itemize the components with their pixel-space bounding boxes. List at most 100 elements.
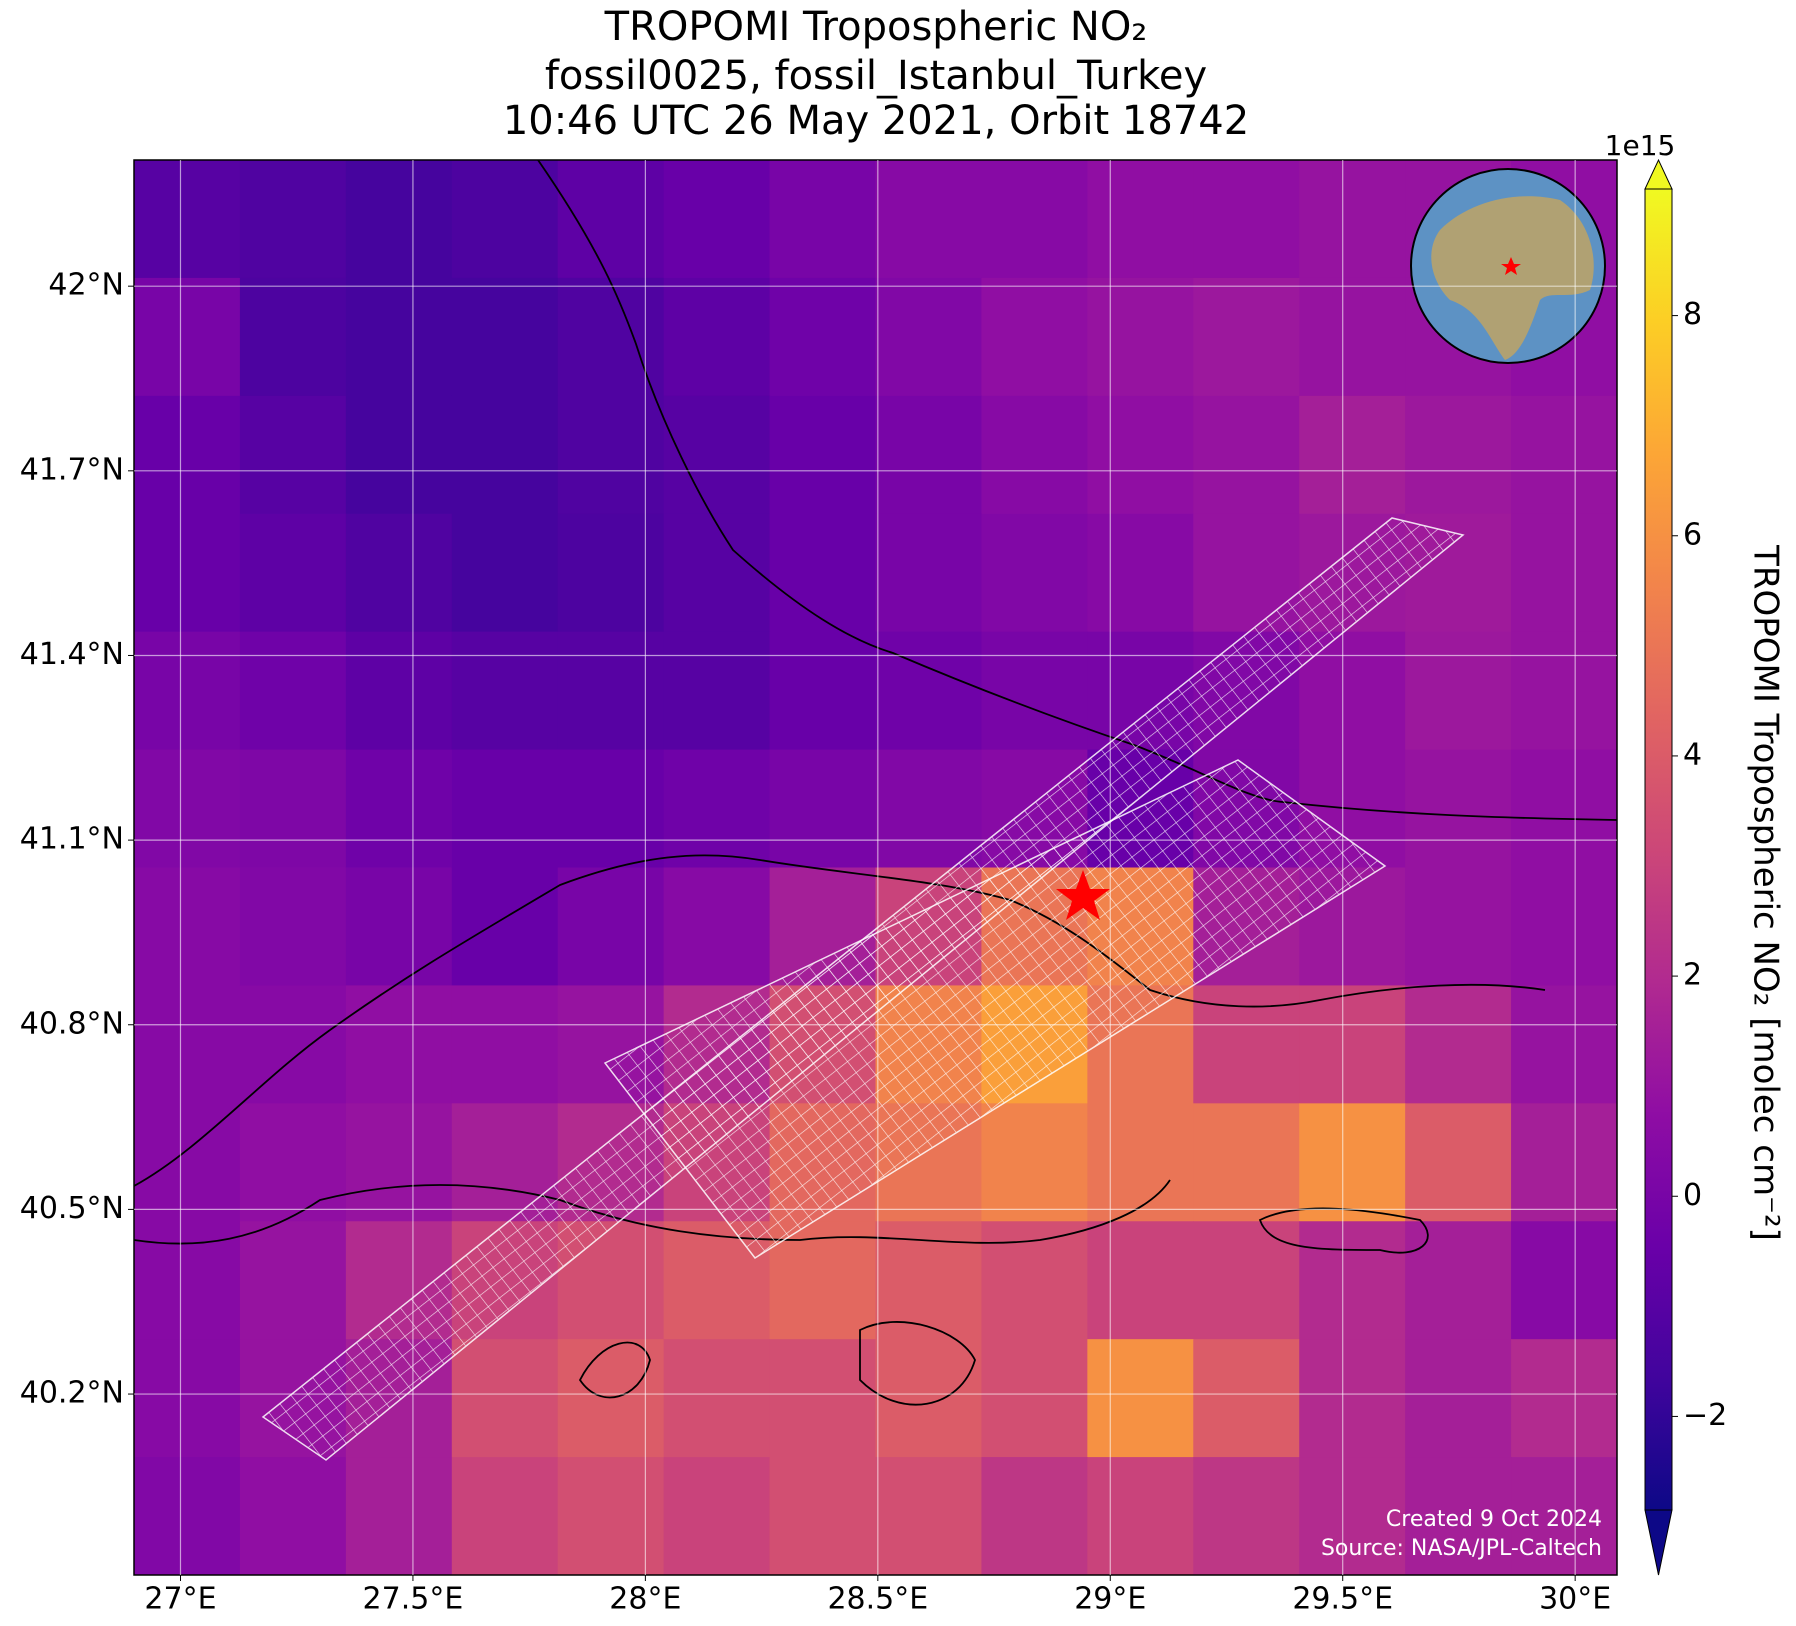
y-tick-label: 41.7°N xyxy=(20,452,124,487)
cell xyxy=(557,749,665,868)
star xyxy=(1056,870,1110,920)
cell xyxy=(663,395,771,515)
cell xyxy=(345,277,453,397)
cell xyxy=(1193,277,1300,397)
cell xyxy=(875,631,982,751)
cell xyxy=(345,985,453,1104)
cell xyxy=(875,277,982,397)
cell xyxy=(239,631,347,751)
cell xyxy=(239,1457,347,1575)
cell xyxy=(981,277,1088,397)
cell xyxy=(1299,1339,1406,1458)
cell xyxy=(1087,395,1194,515)
y-tick-label: 40.5°N xyxy=(20,1191,124,1226)
cell xyxy=(345,395,453,515)
cell xyxy=(981,395,1088,515)
cell xyxy=(769,631,876,751)
cell xyxy=(1405,395,1512,515)
cell xyxy=(451,160,559,279)
colorbar-multiplier: 1e15 xyxy=(1605,129,1676,162)
x-tick-label: 27°E xyxy=(144,1582,216,1617)
cell xyxy=(1193,1457,1300,1575)
cell xyxy=(981,513,1088,633)
colorbar-body xyxy=(1644,188,1673,1511)
cell xyxy=(451,749,559,868)
cell xyxy=(1087,513,1194,633)
cell xyxy=(663,867,771,986)
cell xyxy=(981,1221,1088,1340)
cell xyxy=(1087,277,1194,397)
cell xyxy=(1299,1103,1406,1222)
cell xyxy=(134,160,241,279)
cell xyxy=(663,277,771,397)
cell xyxy=(134,277,241,397)
cell xyxy=(1405,985,1512,1104)
colorbar-tick-label: 2 xyxy=(1683,958,1702,993)
cell xyxy=(239,160,347,279)
y-tick-label: 41.1°N xyxy=(20,822,124,857)
cell xyxy=(875,749,982,868)
cell xyxy=(557,395,665,515)
cell xyxy=(875,513,982,633)
cell xyxy=(134,1221,241,1340)
cell xyxy=(1511,749,1617,868)
y-tick-label: 40.2°N xyxy=(20,1376,124,1411)
cell xyxy=(663,1457,771,1575)
cell xyxy=(1405,749,1512,868)
cell xyxy=(1087,1457,1194,1575)
coastline xyxy=(134,854,1546,1187)
cell xyxy=(134,749,241,868)
cell xyxy=(1511,513,1617,633)
cell xyxy=(451,395,559,515)
cell xyxy=(1511,1339,1617,1458)
cell xyxy=(134,513,241,633)
cell xyxy=(239,277,347,397)
cell xyxy=(1193,1221,1300,1340)
x-tick-label: 28.5°E xyxy=(827,1582,928,1617)
cell xyxy=(1087,160,1194,279)
cell xyxy=(1405,1339,1512,1458)
cell xyxy=(769,395,876,515)
cell xyxy=(663,749,771,868)
cell xyxy=(451,277,559,397)
cell xyxy=(1087,1339,1194,1458)
cell xyxy=(1511,867,1617,986)
colorbar-label: TROPOMI Tropospheric NO₂ [molec cm⁻²] xyxy=(1746,544,1786,1241)
cell xyxy=(663,513,771,633)
cell xyxy=(981,631,1088,751)
cell xyxy=(663,1339,771,1458)
cell xyxy=(1511,395,1617,515)
cell xyxy=(1511,985,1617,1104)
cell xyxy=(1299,1457,1406,1575)
cell xyxy=(345,160,453,279)
coastline xyxy=(537,160,1617,821)
y-tick-label: 41.4°N xyxy=(20,637,124,672)
cell xyxy=(1511,1457,1617,1575)
cell xyxy=(451,1339,559,1458)
cell xyxy=(875,395,982,515)
cell xyxy=(239,513,347,633)
cell xyxy=(1405,631,1512,751)
cell xyxy=(1299,395,1406,515)
colorbar-tick-label: 6 xyxy=(1683,517,1702,552)
cell xyxy=(769,749,876,868)
cell xyxy=(1299,985,1406,1104)
cell xyxy=(239,1103,347,1222)
cell xyxy=(134,867,241,986)
cell xyxy=(345,1103,453,1222)
cell xyxy=(1193,160,1300,279)
x-tick-label: 28°E xyxy=(609,1582,681,1617)
coastline xyxy=(1258,1207,1429,1254)
colorbar-tick-label: 0 xyxy=(1683,1178,1702,1213)
cell xyxy=(769,1339,876,1458)
cell xyxy=(451,985,559,1104)
cell xyxy=(134,985,241,1104)
x-tick-label: 29°E xyxy=(1074,1582,1146,1617)
cell xyxy=(769,513,876,633)
cell xyxy=(1299,1221,1406,1340)
cell xyxy=(557,867,665,986)
cell xyxy=(1511,1221,1617,1340)
title-line: TROPOMI Tropospheric NO₂ xyxy=(604,4,1148,50)
globe-land xyxy=(1431,196,1594,360)
